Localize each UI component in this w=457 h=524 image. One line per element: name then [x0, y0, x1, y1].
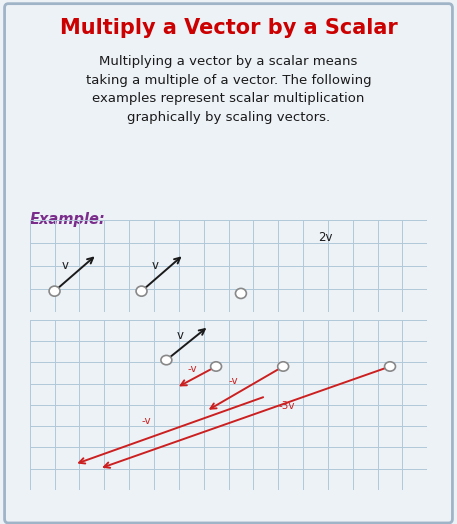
Text: -3v: -3v: [278, 401, 295, 411]
Text: -v: -v: [228, 376, 238, 386]
Circle shape: [211, 362, 222, 371]
Text: Multiply a Vector by a Scalar: Multiply a Vector by a Scalar: [59, 18, 398, 38]
Text: -v: -v: [142, 416, 151, 426]
Text: 2v: 2v: [318, 231, 332, 244]
Text: Multiplying a vector by a scalar means
taking a multiple of a vector. The follow: Multiplying a vector by a scalar means t…: [86, 55, 371, 124]
Circle shape: [161, 355, 172, 365]
Circle shape: [278, 362, 289, 371]
Text: Example:: Example:: [30, 212, 106, 227]
Text: v: v: [62, 259, 69, 272]
Circle shape: [384, 362, 395, 371]
Circle shape: [235, 288, 246, 299]
Circle shape: [136, 286, 147, 296]
FancyBboxPatch shape: [5, 4, 452, 523]
Text: -v: -v: [187, 364, 197, 374]
Text: v: v: [176, 329, 183, 342]
Text: v: v: [151, 259, 159, 272]
Circle shape: [49, 286, 60, 296]
